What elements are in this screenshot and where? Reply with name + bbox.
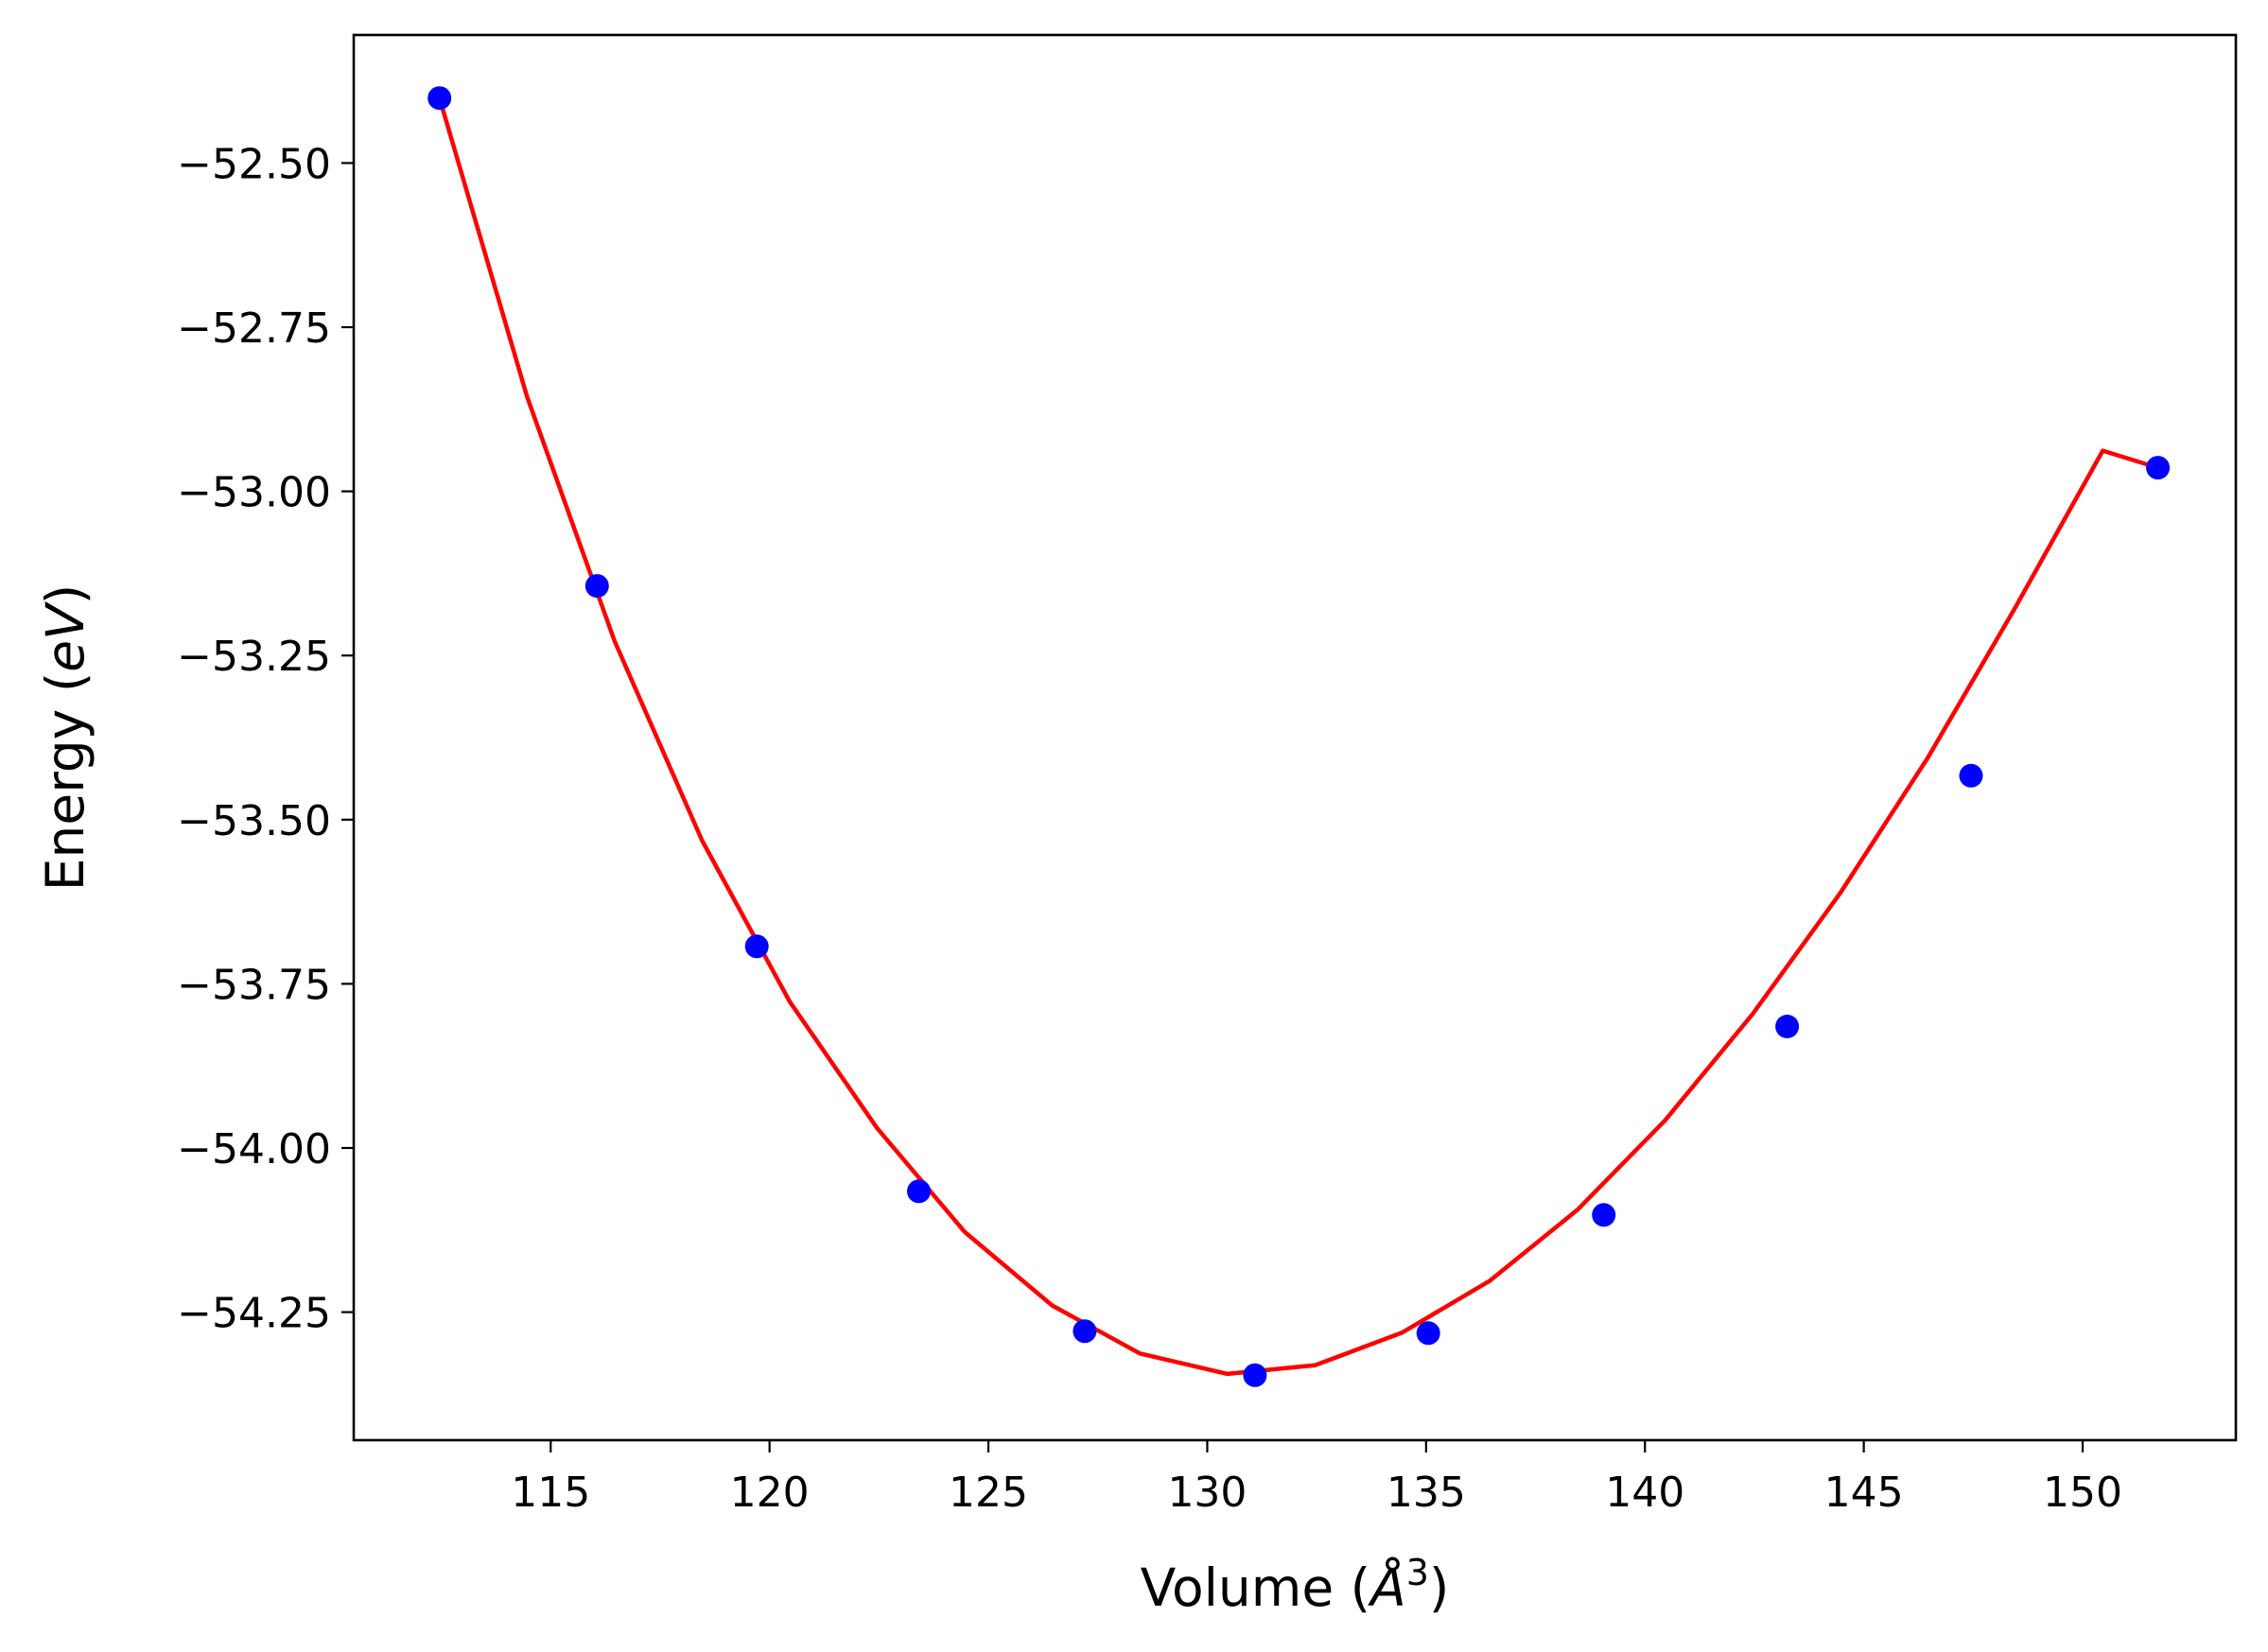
y-tick-label: −53.75 (177, 961, 331, 1009)
y-axis-label: Energy (eV) (35, 584, 96, 891)
x-axis-label: Volume (Å3) (1141, 1552, 1450, 1618)
y-tick-label: −52.50 (177, 140, 331, 188)
data-point (2146, 456, 2171, 480)
y-tick-label: −54.25 (177, 1290, 331, 1338)
plot-frame (352, 33, 2238, 1442)
x-tick-label: 130 (1167, 1469, 1247, 1517)
x-tick-label: 125 (949, 1469, 1028, 1517)
x-tick-label: 145 (1824, 1469, 1904, 1517)
x-tick-label: 140 (1605, 1469, 1684, 1517)
y-tick-label: −54.00 (177, 1125, 331, 1174)
x-tick-label: 135 (1387, 1469, 1466, 1517)
data-point (1073, 1319, 1097, 1344)
data-point (427, 86, 452, 111)
data-point (1959, 763, 1983, 788)
x-axis-ticks: 115 120 125 130 135 140 145 150 (511, 1440, 2122, 1517)
data-point (1592, 1203, 1616, 1227)
data-point (1416, 1321, 1440, 1346)
data-point (1243, 1363, 1267, 1387)
data-point (584, 574, 609, 599)
y-tick-label: −52.75 (177, 304, 331, 353)
x-tick-label: 120 (730, 1469, 810, 1517)
y-tick-label: −53.50 (177, 797, 331, 845)
y-tick-label: −53.00 (177, 469, 331, 517)
data-point (1775, 1015, 1800, 1038)
x-tick-label: 150 (2043, 1469, 2122, 1517)
y-axis-ticks: −52.50 −52.75 −53.00 −53.25 −53.50 −53.75 −54.… (177, 140, 354, 1338)
data-point (907, 1179, 931, 1204)
data-point (744, 934, 769, 959)
fit-curve (437, 97, 2159, 1377)
x-tick-label: 115 (511, 1469, 590, 1517)
y-tick-label: −53.25 (177, 633, 331, 681)
plot-layer (427, 86, 2171, 1387)
